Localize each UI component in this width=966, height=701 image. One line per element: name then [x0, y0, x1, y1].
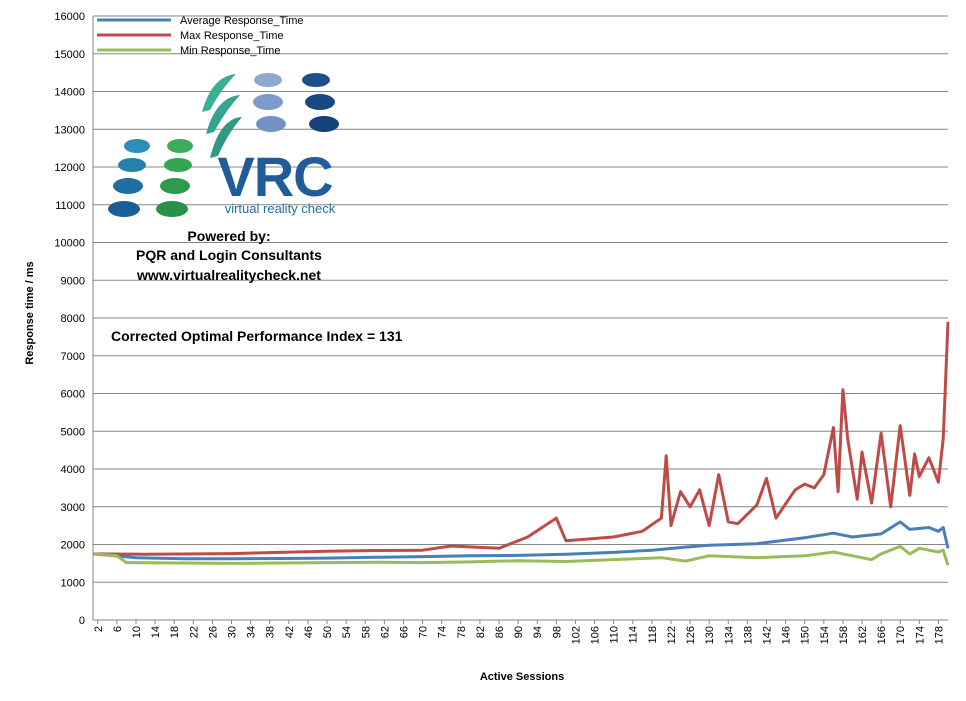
series-line-min-response-time [92, 544, 950, 566]
x-tick-label: 162 [857, 626, 869, 644]
y-tick-label: 13000 [54, 124, 85, 136]
x-tick-label: 2 [93, 626, 105, 632]
x-tick-label: 142 [761, 626, 773, 644]
x-tick-label: 122 [666, 626, 678, 644]
x-tick-label: 150 [800, 626, 812, 644]
vrc-logo: VRC virtual reality check Powered by: PQ… [108, 73, 339, 283]
y-tick-label: 16000 [54, 11, 85, 23]
x-tick-label: 58 [360, 626, 372, 638]
y-tick-label: 14000 [54, 87, 85, 99]
x-tick-label: 130 [704, 626, 716, 644]
y-tick-label: 5000 [61, 426, 85, 438]
y-tick-label: 4000 [61, 464, 85, 476]
x-tick-label: 126 [685, 626, 697, 644]
logo-tagline: virtual reality check [225, 201, 336, 216]
x-axis-title: Active Sessions [480, 671, 564, 683]
legend-label: Min Response_Time [180, 45, 280, 57]
x-tick-label: 90 [513, 626, 525, 638]
x-tick-label: 102 [570, 626, 582, 644]
legend-label: Max Response_Time [180, 30, 284, 42]
series-line-max-response-time [92, 321, 950, 556]
y-tick-label: 6000 [61, 389, 85, 401]
x-tick-label: 166 [876, 626, 888, 644]
x-tick-label: 42 [284, 626, 296, 638]
x-tick-label: 54 [341, 626, 353, 638]
x-tick-label: 106 [590, 626, 602, 644]
x-tick-label: 34 [246, 626, 258, 638]
logo-brand: VRC [217, 145, 332, 208]
x-tick-label: 82 [475, 626, 487, 638]
website-url: www.virtualrealitycheck.net [136, 267, 321, 283]
x-tick-label: 138 [742, 626, 754, 644]
x-tick-label: 66 [398, 626, 410, 638]
x-tick-label: 6 [112, 626, 124, 632]
x-tick-label: 14 [150, 626, 162, 638]
logo-dots-icon [108, 73, 339, 217]
y-tick-label: 0 [79, 615, 85, 627]
x-tick-label: 38 [265, 626, 277, 638]
y-tick-labels: 0 1000 2000 3000 4000 5000 6000 7000 8000 9000 100… [54, 11, 85, 627]
x-tick-label: 18 [169, 626, 181, 638]
y-tick-label: 9000 [61, 275, 85, 287]
x-tick-label: 22 [188, 626, 200, 638]
x-tick-label: 178 [933, 626, 945, 644]
x-tick-label: 74 [437, 626, 449, 638]
x-tick-label: 114 [628, 626, 640, 644]
x-tick-label: 62 [379, 626, 391, 638]
y-axis-title: Response time / ms [24, 261, 36, 364]
x-tick-label: 146 [781, 626, 793, 644]
x-tick-label: 70 [418, 626, 430, 638]
y-tick-label: 15000 [54, 49, 85, 61]
x-tick-label: 170 [895, 626, 907, 644]
y-tick-label: 10000 [54, 238, 85, 250]
y-tick-label: 8000 [61, 313, 85, 325]
gridlines [93, 15, 948, 583]
company-name: PQR and Login Consultants [136, 247, 322, 263]
powered-by-label: Powered by: [187, 228, 270, 244]
x-tick-label: 86 [494, 626, 506, 638]
x-tick-label: 50 [322, 626, 334, 638]
x-tick-label: 154 [819, 626, 831, 644]
x-tick-label: 174 [914, 626, 926, 644]
series-lines [92, 321, 950, 566]
x-tick-label: 26 [207, 626, 219, 638]
x-tick-label: 118 [647, 626, 659, 644]
y-tick-label: 1000 [61, 577, 85, 589]
x-tick-labels: 2 6 10 14 18 22 26 30 34 38 42 46 50 54 58 62 66 70 74 78 82… [93, 620, 945, 644]
x-tick-label: 30 [227, 626, 239, 638]
legend-label: Average Response_Time [180, 15, 304, 27]
performance-index-annotation: Corrected Optimal Performance Index = 13… [111, 328, 403, 344]
y-tick-label: 2000 [61, 540, 85, 552]
y-tick-label: 11000 [55, 200, 85, 212]
x-tick-label: 110 [609, 626, 621, 644]
x-tick-label: 78 [456, 626, 468, 638]
y-tick-label: 3000 [61, 502, 85, 514]
legend: Average Response_Time Max Response_Time Mi… [97, 15, 304, 57]
x-tick-label: 158 [838, 626, 850, 644]
x-tick-label: 94 [532, 626, 544, 638]
y-tick-label: 12000 [54, 162, 85, 174]
x-tick-label: 46 [303, 626, 315, 638]
x-tick-label: 98 [551, 626, 563, 638]
y-tick-label: 7000 [61, 351, 85, 363]
x-tick-label: 10 [131, 626, 143, 638]
series-line-average-response-time [92, 520, 950, 561]
x-tick-label: 134 [723, 626, 735, 644]
